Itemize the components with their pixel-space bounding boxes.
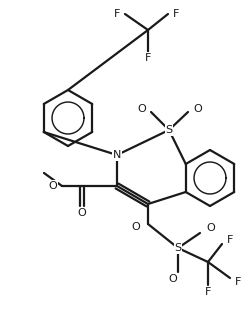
Text: F: F: [235, 277, 241, 287]
Text: O: O: [169, 274, 177, 284]
Text: S: S: [174, 243, 181, 253]
Text: O: O: [131, 222, 140, 232]
Text: F: F: [205, 287, 211, 297]
Text: F: F: [227, 235, 233, 245]
Text: F: F: [173, 9, 179, 19]
Text: O: O: [48, 181, 57, 191]
Text: O: O: [78, 208, 86, 218]
Text: S: S: [165, 125, 173, 135]
Text: F: F: [114, 9, 120, 19]
Text: O: O: [137, 104, 146, 114]
Text: O: O: [193, 104, 202, 114]
Text: N: N: [113, 150, 121, 160]
Text: F: F: [145, 53, 151, 63]
Text: O: O: [206, 223, 215, 233]
